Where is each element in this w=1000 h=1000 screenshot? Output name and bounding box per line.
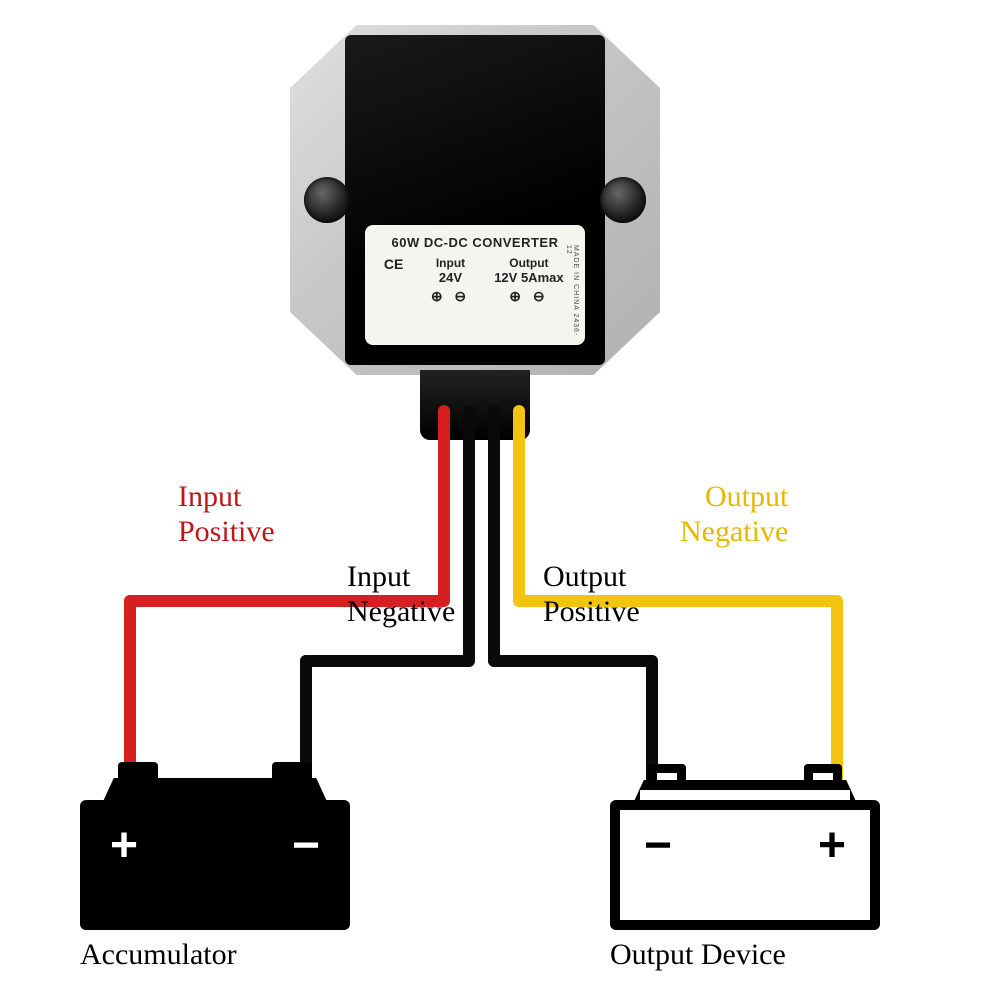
mount-hole-left <box>304 177 350 223</box>
wiring-diagram: 60W DC-DC CONVERTER CE Input 24V ⊕ ⊖ Out… <box>0 0 1000 1000</box>
output-device-icon: − + <box>610 760 880 930</box>
accumulator-plus-sign: + <box>110 818 138 873</box>
wire-output-positive <box>488 405 500 665</box>
output-polarity: ⊕ ⊖ <box>485 288 573 305</box>
dc-dc-converter: 60W DC-DC CONVERTER CE Input 24V ⊕ ⊖ Out… <box>290 25 660 385</box>
output-label: Output <box>485 256 573 270</box>
output-device: − + Output Device <box>610 760 880 972</box>
input-label: Input <box>416 256 485 270</box>
output-device-caption: Output Device <box>610 938 880 972</box>
label-side-text: MADE IN CHINA 2436-12 <box>565 245 579 345</box>
wire-output-negative <box>831 595 843 785</box>
input-polarity: ⊕ ⊖ <box>416 288 485 305</box>
input-voltage: 24V <box>416 270 485 286</box>
accumulator-minus-sign: − <box>292 818 320 873</box>
wire-output-negative <box>513 405 525 605</box>
wire-input-positive <box>124 595 136 785</box>
output-minus-sign: − <box>644 818 672 873</box>
wire-output-positive <box>488 655 658 667</box>
converter-title: 60W DC-DC CONVERTER <box>377 235 573 250</box>
label-input-negative: Input Negative <box>347 560 455 629</box>
accumulator: + − Accumulator <box>80 760 350 972</box>
wire-input-negative <box>463 405 475 665</box>
accumulator-caption: Accumulator <box>80 938 350 972</box>
accumulator-icon: + − <box>80 760 350 930</box>
output-plus-sign: + <box>818 818 846 873</box>
label-output-negative: Output Negative <box>680 480 788 549</box>
mount-hole-right <box>600 177 646 223</box>
ce-mark: CE <box>384 256 403 272</box>
label-output-positive: Output Positive <box>543 560 640 629</box>
converter-label-sticker: 60W DC-DC CONVERTER CE Input 24V ⊕ ⊖ Out… <box>365 225 585 345</box>
label-input-positive: Input Positive <box>178 480 275 549</box>
output-spec: 12V 5Amax <box>485 270 573 286</box>
wire-input-negative <box>300 655 475 667</box>
